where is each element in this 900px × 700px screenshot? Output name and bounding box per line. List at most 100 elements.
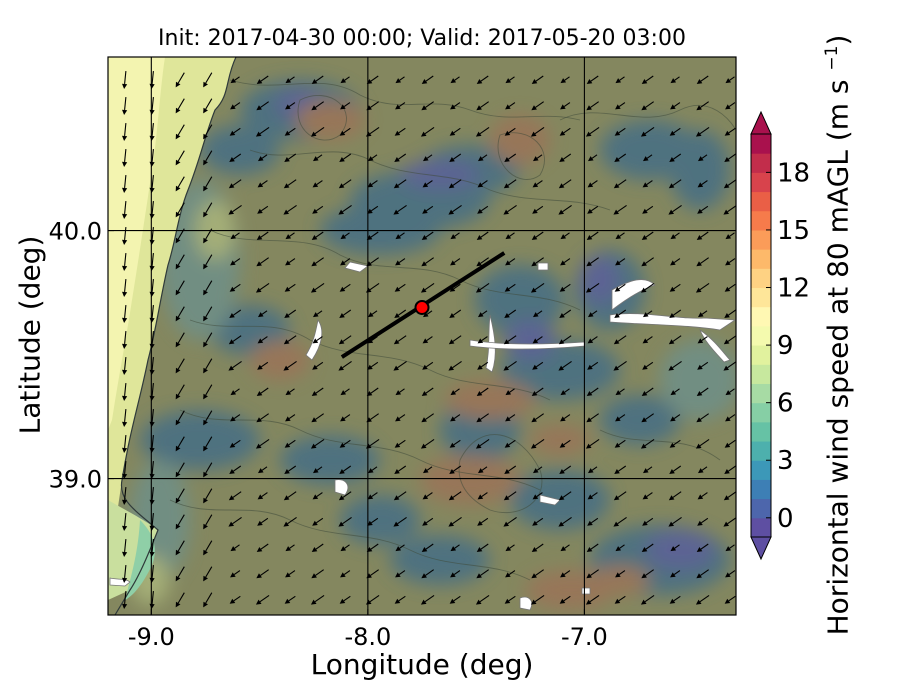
field-blob [400, 160, 480, 190]
wind-arrow [229, 465, 242, 474]
wind-arrow [149, 382, 155, 401]
wind-arrow [449, 309, 462, 318]
wind-arrow [230, 570, 241, 578]
wind-arrow [149, 122, 155, 141]
masked-area [344, 261, 369, 273]
wind-arrow [283, 516, 297, 527]
wind-arrow [613, 335, 627, 345]
wind-arrow [340, 102, 351, 110]
wind-arrow [695, 282, 710, 293]
wind-arrow [284, 309, 297, 318]
wind-arrow [312, 492, 323, 500]
wind-arrow [615, 544, 625, 552]
wind-arrow [670, 258, 681, 266]
wind-arrow [149, 278, 155, 297]
wind-arrow [149, 564, 155, 583]
wind-arrow [203, 462, 213, 478]
wind-arrow [614, 309, 627, 318]
wind-arrow [229, 439, 241, 448]
wind-arrow [229, 127, 241, 136]
wind-arrow [203, 540, 213, 556]
wind-arrow [505, 232, 515, 240]
wind-arrow [203, 202, 213, 218]
masked-area [334, 479, 349, 496]
wind-arrow [285, 388, 295, 396]
wind-arrow [229, 283, 241, 292]
wind-arrow [122, 590, 128, 609]
wind-arrow [339, 283, 351, 292]
wind-arrow [340, 232, 350, 240]
wind-arrow [697, 154, 708, 162]
terrain-contour [297, 95, 347, 141]
wind-arrow [203, 72, 213, 88]
wind-arrow [230, 388, 240, 396]
wind-arrow [505, 76, 515, 84]
wind-arrow [586, 387, 599, 396]
wind-arrow [450, 570, 461, 578]
colorbar-band [751, 134, 771, 154]
wind-arrow [669, 127, 681, 136]
colorbar-band [751, 345, 771, 365]
wind-arrow [642, 154, 653, 162]
wind-arrow [640, 126, 655, 137]
wind-arrow [256, 257, 269, 267]
wind-arrow [255, 282, 270, 293]
wind-arrow [422, 310, 433, 318]
wind-arrow [422, 361, 434, 370]
colorbar: 0 3 6 9 12 15 18 [750, 110, 810, 561]
wind-arrow [230, 102, 241, 110]
colorbar-band [751, 172, 771, 193]
wind-arrow [642, 180, 653, 188]
wind-vectors [122, 70, 736, 609]
colorbar-band [751, 383, 771, 404]
colorbar-tick-label: 12 [777, 274, 810, 304]
colorbar-band [751, 421, 771, 442]
terrain-contours [109, 79, 736, 611]
colorbar-band [751, 364, 771, 384]
wind-arrow [175, 124, 185, 140]
masked-area [519, 596, 533, 611]
wind-arrow [203, 410, 213, 426]
wind-arrow [723, 335, 736, 345]
wind-arrow [450, 388, 460, 396]
wind-arrow [312, 517, 324, 526]
wind-arrow [339, 127, 351, 136]
wind-arrow [724, 439, 736, 448]
wind-arrow [531, 257, 544, 267]
masked-area [699, 328, 731, 363]
wind-arrow [560, 414, 571, 422]
wind-arrow [614, 283, 626, 292]
wind-arrow [670, 102, 681, 110]
wind-arrow [420, 594, 435, 605]
wind-arrow [696, 413, 709, 423]
wind-arrow [449, 439, 461, 448]
wind-arrow [559, 127, 571, 136]
field-blob [445, 380, 535, 420]
wind-arrow [422, 154, 433, 162]
wind-arrow [310, 594, 325, 605]
colorbar-extend-min [750, 536, 772, 561]
wind-arrow [203, 436, 213, 452]
wind-arrow [532, 180, 543, 188]
colorbar-frame [750, 133, 772, 538]
masked-area [539, 494, 561, 506]
wind-arrow [367, 205, 379, 214]
field-blob [600, 395, 680, 445]
wind-arrow [338, 335, 352, 345]
wind-arrow [559, 309, 572, 318]
wind-arrow [229, 153, 242, 162]
wind-arrow [723, 361, 736, 371]
wind-arrow [586, 75, 599, 84]
wind-arrow [558, 179, 572, 189]
wind-arrow [530, 282, 545, 293]
wind-arrow [285, 258, 296, 266]
wind-arrow [175, 436, 185, 452]
wind-arrow [312, 154, 323, 162]
masked-area [611, 279, 656, 311]
wind-arrow [615, 102, 626, 110]
wind-arrow [696, 75, 709, 84]
wind-arrow [450, 76, 460, 84]
wind-arrow [122, 304, 128, 323]
wind-arrow [504, 439, 516, 448]
wind-arrow [310, 282, 325, 293]
